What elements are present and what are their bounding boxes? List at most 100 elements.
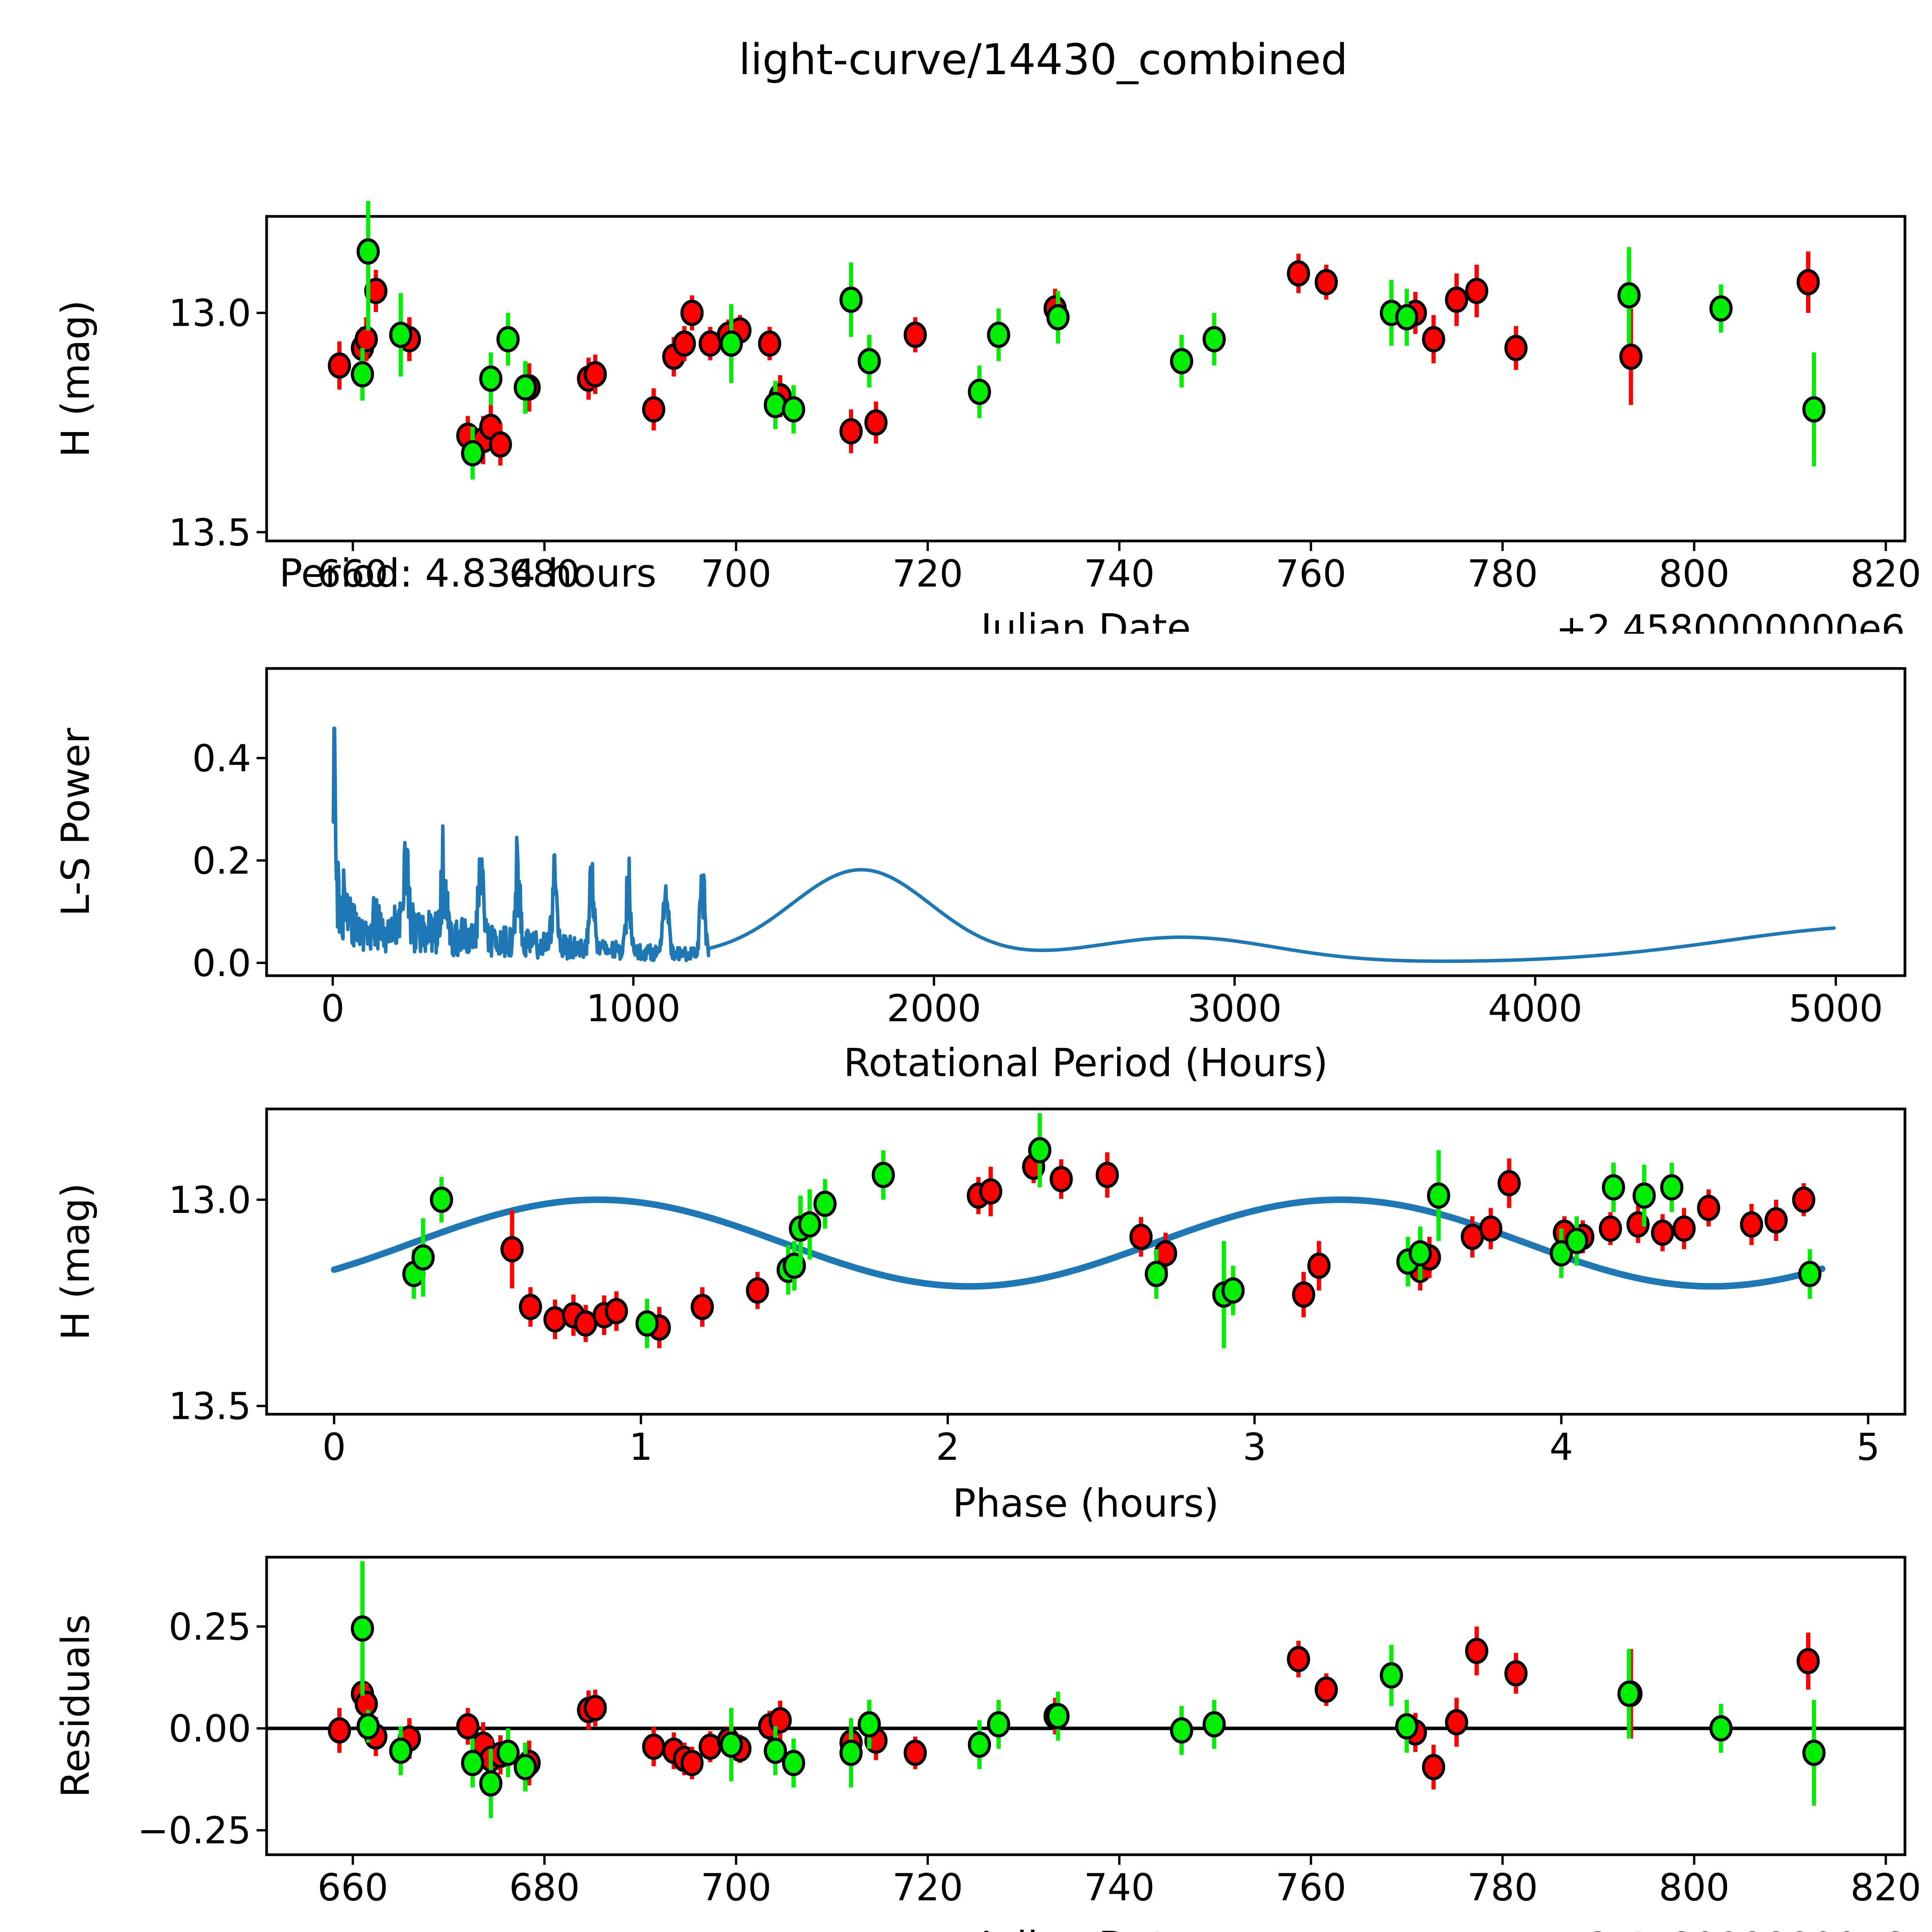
data-point [1633, 1182, 1656, 1209]
data-point [1129, 1223, 1153, 1250]
data-point [1465, 1638, 1488, 1664]
data-point [1307, 1252, 1331, 1279]
lightcurve-svg: 660 680 700 720 740 760 780 800 820 13.5 13.0 Julia… [53, 201, 1921, 634]
x-tick-label: 760 [1276, 552, 1346, 595]
data-point [987, 321, 1010, 348]
data-point [1709, 295, 1733, 322]
data-point [782, 1750, 805, 1776]
data-point [839, 418, 863, 445]
data-point [635, 1310, 659, 1337]
data-point [1479, 1215, 1503, 1242]
x-tick-label: 800 [1659, 1866, 1730, 1909]
data-point [1422, 1754, 1446, 1781]
data-point [987, 1711, 1010, 1738]
data-point [1764, 1207, 1788, 1234]
data-point [1202, 326, 1226, 352]
data-point [1315, 1676, 1338, 1703]
data-point [479, 1770, 503, 1797]
x-axis-offset-text: +2.4580000000e6 [1556, 607, 1905, 634]
x-tick-label: 0 [321, 987, 345, 1030]
data-point [680, 1750, 704, 1776]
y-axis-label: H (mag) [53, 1183, 98, 1340]
plot-frame [265, 1556, 1906, 1856]
data-point [719, 1731, 743, 1758]
data-point [456, 1713, 480, 1740]
data-point [461, 440, 485, 466]
data-point [758, 330, 781, 357]
y-tick-label: 0.0 [192, 942, 251, 985]
data-point [1095, 1162, 1119, 1188]
data-point [1046, 304, 1070, 331]
data-point [968, 379, 991, 405]
data-point [1549, 1240, 1573, 1267]
x-tick-label: 2000 [887, 987, 981, 1030]
figure-title: light-curve/14430_combined [738, 35, 1348, 84]
data-point [642, 396, 665, 423]
data-point [1602, 1174, 1625, 1201]
data-point [519, 1294, 542, 1320]
x-tick-label: 0 [322, 1425, 346, 1469]
data-point [1504, 1660, 1528, 1687]
data-point [543, 1306, 567, 1333]
x-axis-label: Julian Date [978, 605, 1191, 634]
data-point [1287, 1646, 1310, 1672]
data-point [798, 1211, 821, 1238]
panel-residuals: 660 680 700 720 740 760 780 800 820 0.25 0.00 −0.25… [0, 1542, 1932, 1932]
data-point [1408, 1240, 1432, 1267]
data-point [1599, 1215, 1622, 1242]
y-tick-label: −0.25 [138, 1809, 251, 1852]
x-tick-label: 660 [318, 1866, 388, 1909]
data-point [328, 352, 351, 379]
data-point [1802, 396, 1826, 423]
x-tick-label: 660 [318, 552, 388, 595]
data-point [1292, 1281, 1315, 1308]
data-point [1697, 1195, 1720, 1221]
x-tick-label: 4000 [1488, 987, 1582, 1030]
residuals-svg: 660 680 700 720 740 760 780 800 820 0.25 0.00 −0.25… [53, 1556, 1921, 1932]
x-tick-label: 720 [892, 552, 963, 595]
data-point [461, 1750, 485, 1776]
periodogram-svg: 0 1000 2000 3000 4000 5000 0.0 0.2 0.4 Rotational… [53, 667, 1906, 1085]
data-point [680, 299, 704, 326]
x-tick-label: 800 [1659, 552, 1730, 595]
data-point [1798, 1261, 1821, 1287]
data-point [1740, 1211, 1763, 1238]
data-point [1617, 1680, 1641, 1707]
data-point [1672, 1215, 1696, 1242]
data-point [1170, 348, 1193, 374]
data-point [1617, 282, 1641, 309]
data-point [864, 409, 888, 436]
data-point [583, 361, 607, 388]
data-point [389, 1738, 413, 1764]
data-point [642, 1733, 665, 1760]
data-point [514, 1754, 537, 1781]
data-series-green [402, 1113, 1821, 1349]
x-tick-label: 5000 [1789, 987, 1883, 1030]
data-point [1504, 335, 1528, 361]
data-point [690, 1294, 714, 1320]
data-point [769, 1707, 792, 1733]
data-point [1170, 1717, 1193, 1744]
y-tick-label: 0.4 [192, 737, 251, 780]
data-point [496, 1740, 520, 1766]
data-point [389, 321, 413, 348]
x-axis-label: Julian Date [978, 1923, 1191, 1932]
data-point [979, 1178, 1002, 1205]
y-tick-label: 0.00 [168, 1707, 251, 1750]
x-tick-label: 820 [1850, 552, 1921, 595]
x-axis-offset-text: +2.4580000000e6 [1556, 1925, 1905, 1932]
data-series-red [328, 251, 1820, 466]
data-point [764, 392, 787, 418]
data-point [1651, 1219, 1674, 1246]
data-point [968, 1731, 991, 1758]
y-tick-label: 0.2 [192, 839, 251, 883]
data-point [1497, 1170, 1521, 1197]
data-point [1660, 1174, 1684, 1201]
data-point [839, 1740, 863, 1766]
y-tick-label: 13.5 [168, 1385, 251, 1428]
x-tick-label: 680 [509, 552, 580, 595]
panel-periodogram: 0 1000 2000 3000 4000 5000 0.0 0.2 0.4 Rotational… [0, 653, 1932, 1094]
data-point [350, 361, 374, 388]
data-point [871, 1162, 895, 1188]
x-tick-label: 4 [1549, 1425, 1573, 1469]
